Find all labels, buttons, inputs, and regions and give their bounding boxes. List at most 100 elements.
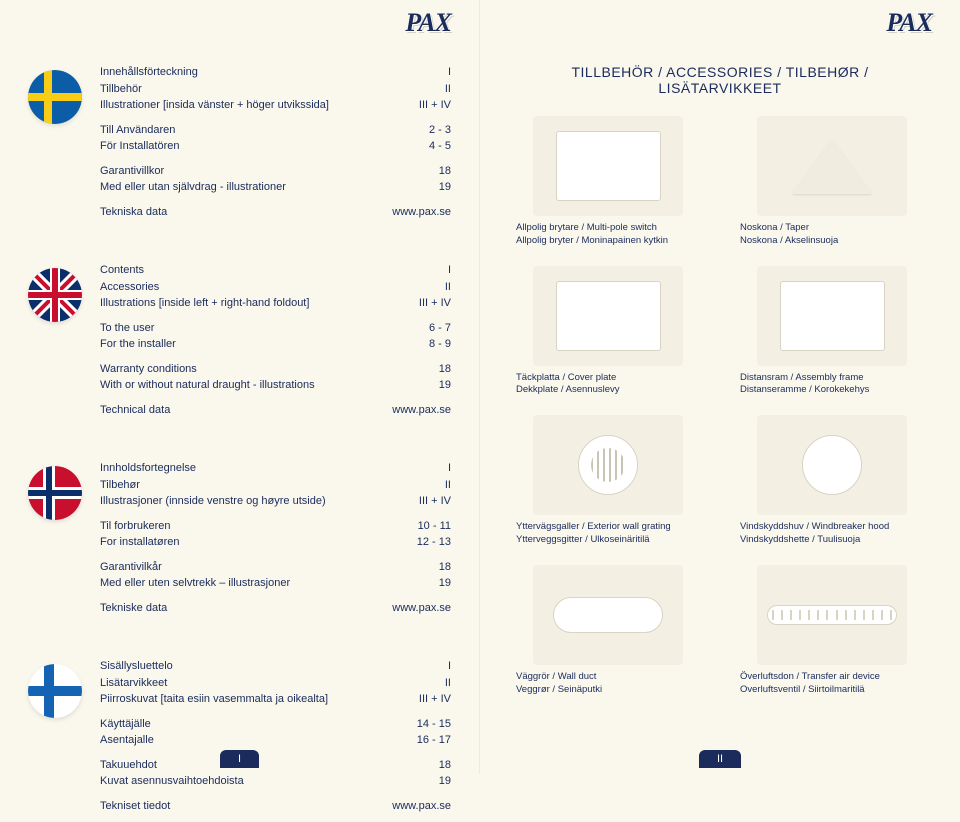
toc-block: InnholdsfortegnelseITilbehørIIIllustrasj… [100,460,451,624]
toc-sections: InnehållsförteckningITillbehörIIIllustra… [28,64,451,822]
toc-label: To the user [100,320,154,337]
toc-value: 2 - 3 [381,122,451,139]
toc-label: Sisällysluettelo [100,658,173,675]
toc-group: Tekniske datawww.pax.se [100,600,451,617]
page-number-tab: II [699,750,741,768]
toc-group: To the user6 - 7For the installer8 - 9 [100,320,451,353]
toc-value: www.pax.se [381,798,451,815]
toc-value: III + IV [381,493,451,510]
toc-row: Käyttäjälle 14 - 15 [100,716,451,733]
toc-value: I [381,64,451,81]
toc-label: Tekniska data [100,204,167,221]
toc-value: I [381,658,451,675]
toc-row: Med eller utan självdrag - illustratione… [100,179,451,196]
toc-group: Tekniska data www.pax.se [100,204,451,221]
toc-value: 19 [381,377,451,394]
toc-label: Illustrationer [insida vänster + höger u… [100,97,329,114]
toc-label: For the installer [100,336,176,353]
caption-line: Dekkplate / Asennuslevy [516,384,708,397]
toc-group: Garantivilkår 18Med eller uten selvtrekk … [100,559,451,592]
toc-row: Med eller uten selvtrekk – illustrasjone… [100,575,451,592]
toc-value: 18 [381,361,451,378]
toc-row: Tekniset tiedotwww.pax.se [100,798,451,815]
caption-line: Distanseramme / Korokekehys [740,384,932,397]
product-image [757,116,907,216]
toc-section: InnholdsfortegnelseITilbehørIIIllustrasj… [28,460,451,624]
flag-icon [28,70,82,124]
toc-value: 12 - 13 [381,534,451,551]
toc-label: Accessories [100,279,159,296]
caption-line: Vindskyddshuv / Windbreaker hood [740,521,932,534]
toc-label: Lisätarvikkeet [100,675,167,692]
product-card: Täckplatta / Cover plateDekkplate / Asen… [508,266,708,398]
caption-line: Allpolig bryter / Moninapainen kytkin [516,235,708,248]
toc-value: 19 [381,773,451,790]
toc-label: Til forbrukeren [100,518,171,535]
toc-section: InnehållsförteckningITillbehörIIIllustra… [28,64,451,228]
toc-section: ContentsIAccessoriesIIIllustrations [ins… [28,262,451,426]
caption-line: Överluftsdon / Transfer air device [740,671,932,684]
accessories-title: TILLBEHÖR / ACCESSORIES / TILBEHØR / LIS… [508,64,932,96]
toc-label: Tekniske data [100,600,167,617]
toc-row: Sisällysluettelo I [100,658,451,675]
caption-line: Noskona / Taper [740,222,932,235]
toc-row: Illustrations [inside left + right-hand … [100,295,451,312]
caption-line: Allpolig brytare / Multi-pole switch [516,222,708,235]
toc-row: TillbehörII [100,81,451,98]
toc-label: Garantivilkår [100,559,162,576]
toc-value: 19 [381,179,451,196]
toc-label: Kuvat asennusvaihtoehdoista [100,773,244,790]
product-caption: Täckplatta / Cover plateDekkplate / Asen… [508,372,708,398]
toc-value: 18 [381,559,451,576]
brand-logo: PAX [886,8,932,38]
product-caption: Vindskyddshuv / Windbreaker hoodVindskyd… [732,521,932,547]
product-image [533,415,683,515]
toc-row: Garantivillkor 18 [100,163,451,180]
toc-label: Garantivillkor [100,163,164,180]
product-caption: Allpolig brytare / Multi-pole switchAllp… [508,222,708,248]
caption-line: Veggrør / Seinäputki [516,684,708,697]
product-image [533,116,683,216]
caption-line: Täckplatta / Cover plate [516,372,708,385]
product-caption: Yttervägsgaller / Exterior wall gratingY… [508,521,708,547]
toc-block: InnehållsförteckningITillbehörIIIllustra… [100,64,451,228]
toc-value: 14 - 15 [381,716,451,733]
toc-row: AccessoriesII [100,279,451,296]
toc-label: Warranty conditions [100,361,197,378]
toc-row: TilbehørII [100,477,451,494]
caption-line: Vindskyddshette / Tuulisuoja [740,534,932,547]
product-card: Vindskyddshuv / Windbreaker hoodVindskyd… [732,415,932,547]
toc-label: Piirroskuvat [taita esiin vasemmalta ja … [100,691,328,708]
toc-row: Till Användaren2 - 3 [100,122,451,139]
toc-label: With or without natural draught - illust… [100,377,315,394]
toc-group: Technical datawww.pax.se [100,402,451,419]
toc-value: 18 [381,163,451,180]
toc-row: LisätarvikkeetII [100,675,451,692]
toc-label: För Installatören [100,138,179,155]
toc-value: www.pax.se [381,204,451,221]
toc-label: For installatøren [100,534,179,551]
toc-row: For the installer8 - 9 [100,336,451,353]
toc-label: Käyttäjälle [100,716,151,733]
caption-line: Yttervägsgaller / Exterior wall grating [516,521,708,534]
toc-label: Tilbehør [100,477,140,494]
toc-value: 19 [381,575,451,592]
toc-row: För Installatören 4 - 5 [100,138,451,155]
toc-row: Illustrationer [insida vänster + höger u… [100,97,451,114]
toc-row: Illustrasjoner (innside venstre og høyre… [100,493,451,510]
toc-group: InnehållsförteckningITillbehörIIIllustra… [100,64,451,114]
toc-label: Tillbehör [100,81,142,98]
product-card: Noskona / TaperNoskona / Akselinsuoja [732,116,932,248]
caption-line: Noskona / Akselinsuoja [740,235,932,248]
product-card: Distansram / Assembly frameDistanseramme… [732,266,932,398]
toc-row: Til forbrukeren 10 - 11 [100,518,451,535]
toc-value: 4 - 5 [381,138,451,155]
toc-value: I [381,460,451,477]
toc-label: Med eller utan självdrag - illustratione… [100,179,286,196]
toc-row: Technical datawww.pax.se [100,402,451,419]
flag-icon [28,268,82,322]
product-caption: Väggrör / Wall ductVeggrør / Seinäputki [508,671,708,697]
toc-value: 10 - 11 [381,518,451,535]
product-image [757,266,907,366]
toc-row: InnehållsförteckningI [100,64,451,81]
